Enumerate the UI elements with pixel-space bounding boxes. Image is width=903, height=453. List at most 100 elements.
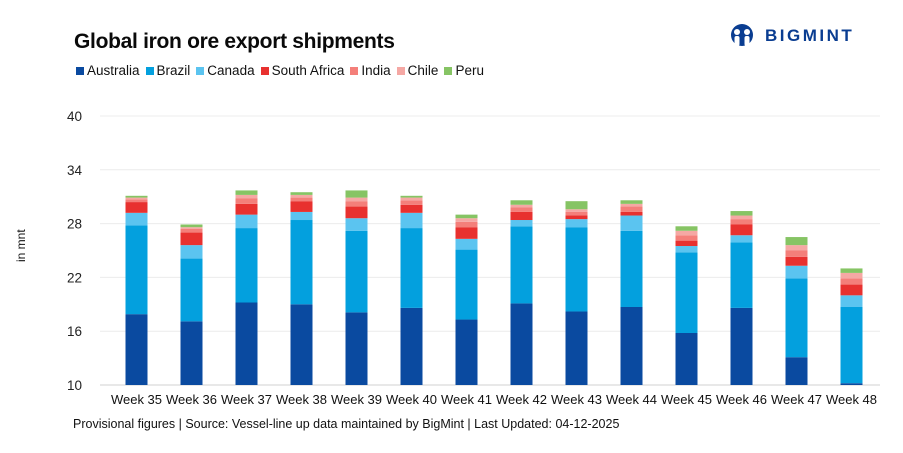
bar-segment-india <box>840 278 863 285</box>
legend-swatch <box>260 66 269 75</box>
bar-segment-chile <box>180 227 203 229</box>
bar-segment-brazil <box>840 306 863 384</box>
legend-item-canada: Canada <box>196 63 255 78</box>
chart-title: Global iron ore export shipments <box>74 30 395 53</box>
bar-segment-south-africa <box>455 227 478 239</box>
bar-segment-peru <box>400 195 423 198</box>
bar-segment-india <box>565 211 588 216</box>
legend-swatch <box>196 66 205 75</box>
legend-item-australia: Australia <box>76 63 140 78</box>
x-tick-label: Week 42 <box>496 392 547 407</box>
bar-segment-chile <box>510 204 533 208</box>
bar-segment-brazil <box>510 226 533 304</box>
bar-segment-peru <box>620 200 643 204</box>
legend-label: Australia <box>87 63 140 78</box>
bar-segment-chile <box>400 197 423 201</box>
bar-segment-canada <box>840 295 863 307</box>
bar-segment-peru <box>785 237 808 246</box>
bar-segment-chile <box>290 194 313 198</box>
bar-segment-south-africa <box>730 224 753 236</box>
legend-swatch <box>396 66 405 75</box>
legend-item-brazil: Brazil <box>145 63 191 78</box>
bar-segment-south-africa <box>400 204 423 213</box>
bar-segment-australia <box>840 383 863 385</box>
bar-segment-australia <box>125 314 148 385</box>
bar-segment-india <box>345 201 368 207</box>
legend-item-peru: Peru <box>444 63 484 78</box>
bar-segment-australia <box>730 307 753 385</box>
bar-segment-chile <box>785 245 808 251</box>
x-tick-label: Week 35 <box>111 392 162 407</box>
bar-segment-australia <box>235 302 258 385</box>
bar-segment-peru <box>675 226 698 231</box>
bar-segment-peru <box>290 192 313 195</box>
bar-segment-south-africa <box>840 284 863 296</box>
bar-segment-south-africa <box>125 202 148 213</box>
bar-segment-south-africa <box>345 206 368 219</box>
x-tick-label: Week 46 <box>716 392 767 407</box>
bar-segment-chile <box>840 272 863 279</box>
bar-segment-india <box>675 235 698 241</box>
bar-segment-brazil <box>730 242 753 308</box>
bar-segment-canada <box>125 212 148 226</box>
bar-segment-brazil <box>455 249 478 320</box>
source-note: Provisional figures | Source: Vessel-lin… <box>73 417 620 431</box>
bar-segment-chile <box>565 209 588 212</box>
bar-segment-australia <box>510 303 533 385</box>
bar-segment-south-africa <box>675 240 698 247</box>
bar-segment-brazil <box>675 252 698 333</box>
legend-item-south-africa: South Africa <box>260 63 345 78</box>
bar-segment-brazil <box>785 278 808 358</box>
bar-segment-chile <box>235 194 258 199</box>
bar-segment-peru <box>510 200 533 205</box>
bar-segment-brazil <box>290 220 313 305</box>
bar-segment-south-africa <box>180 232 203 246</box>
bar-segment-south-africa <box>235 203 258 215</box>
bar-segment-canada <box>180 245 203 259</box>
bar-segment-india <box>235 198 258 204</box>
brand-logo: BIGMINT <box>727 23 854 49</box>
bar-segment-chile <box>125 197 148 200</box>
bar-segment-brazil <box>565 227 588 312</box>
bar-segment-australia <box>620 306 643 385</box>
bar-segment-india <box>785 250 808 257</box>
bar-segment-canada <box>455 238 478 250</box>
x-tick-label: Week 40 <box>386 392 437 407</box>
bar-segment-chile <box>455 218 478 222</box>
x-tick-label: Week 45 <box>661 392 712 407</box>
bar-segment-south-africa <box>565 215 588 220</box>
legend-swatch <box>444 66 453 75</box>
bar-segment-south-africa <box>785 256 808 266</box>
bar-segment-india <box>455 221 478 228</box>
x-tick-label: Week 38 <box>276 392 327 407</box>
x-tick-label: Week 36 <box>166 392 217 407</box>
bar-segment-australia <box>345 312 368 385</box>
bar-segment-australia <box>565 311 588 385</box>
brand-name: BIGMINT <box>765 26 855 45</box>
bigmint-logo-icon <box>731 24 753 46</box>
x-tick-label: Week 44 <box>606 392 657 407</box>
legend-label: India <box>361 63 391 78</box>
bar-segment-chile <box>730 215 753 220</box>
bar-segment-canada <box>400 212 423 229</box>
bar-segment-canada <box>620 215 643 231</box>
bar-segment-peru <box>125 195 148 198</box>
bar-segment-south-africa <box>620 211 643 216</box>
bar-segment-peru <box>730 211 753 216</box>
bar-segment-peru <box>455 214 478 219</box>
legend-label: Brazil <box>156 63 191 78</box>
bar-segment-canada <box>730 235 753 243</box>
bar-segment-india <box>290 197 313 202</box>
x-tick-label: Week 39 <box>331 392 382 407</box>
y-tick-label: 34 <box>67 163 83 178</box>
bar-segment-canada <box>235 214 258 229</box>
bar-segment-australia <box>290 304 313 385</box>
chart-legend: Australia Brazil Canada South Africa India Ch… <box>76 63 484 78</box>
legend-label: South Africa <box>271 63 345 78</box>
bar-segment-peru <box>345 190 368 198</box>
bar-segment-chile <box>345 197 368 202</box>
bar-segment-brazil <box>345 230 368 313</box>
bar-segment-peru <box>235 190 258 195</box>
bar-segment-india <box>125 199 148 203</box>
bar-segment-india <box>730 219 753 225</box>
